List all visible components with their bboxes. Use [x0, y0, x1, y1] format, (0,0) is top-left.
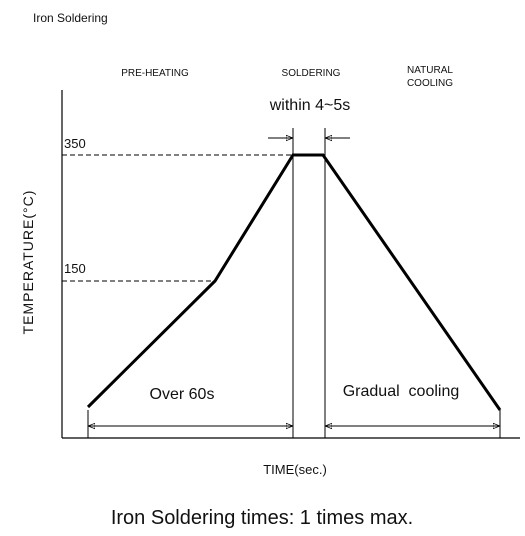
- title: Iron Soldering: [33, 11, 108, 25]
- interval-label: Gradual cooling: [343, 383, 460, 400]
- phase-label: SOLDERING: [282, 68, 341, 79]
- level-label: 350: [64, 136, 86, 151]
- note: Iron Soldering times: 1 times max.: [111, 507, 413, 529]
- level-label: 150: [64, 261, 86, 276]
- phase-label: PRE-HEATING: [121, 68, 189, 79]
- x-axis-label: TIME(sec.): [263, 462, 327, 477]
- interval-label: Over 60s: [150, 386, 215, 403]
- profile-line: [86, 153, 502, 411]
- phase-label: NATURAL: [407, 65, 453, 76]
- soldering-time: within 4~5s: [269, 97, 351, 114]
- phase-label: COOLING: [407, 78, 453, 89]
- y-axis-label: TEMPERATURE(°C): [20, 190, 36, 335]
